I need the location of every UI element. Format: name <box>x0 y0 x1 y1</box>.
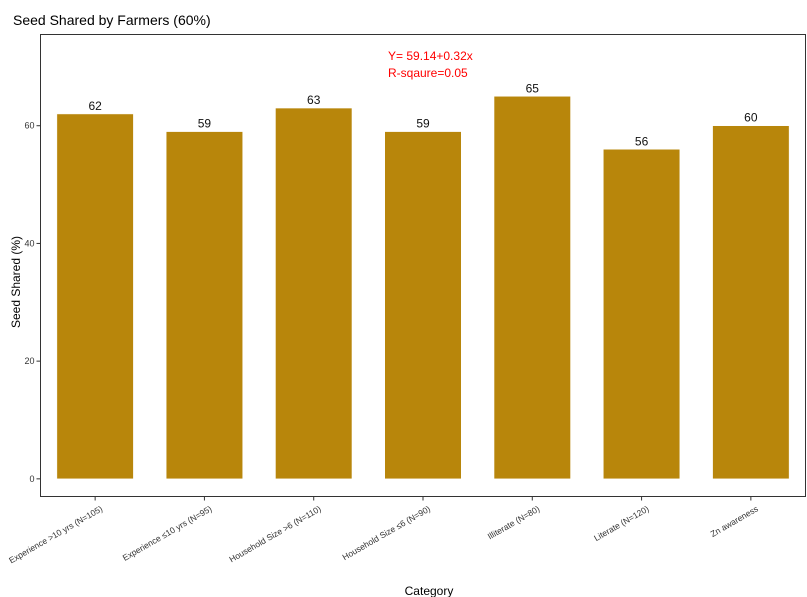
bar <box>56 113 134 480</box>
bar-value-label: 63 <box>307 93 321 107</box>
y-axis-title: Seed Shared (%) <box>9 236 23 328</box>
regression-equation-annotation: Y= 59.14+0.32x <box>388 49 473 63</box>
x-tick-label: Household Size ≤6 (N=90) <box>341 503 433 562</box>
x-tick-label: Illiterate (N=80) <box>486 503 542 541</box>
x-axis: Experience >10 yrs (N=105) Experience ≤10… <box>7 496 760 565</box>
y-tick-label: 20 <box>24 356 34 366</box>
x-tick-label: Household Size >6 (N=110) <box>227 503 322 564</box>
y-axis: 0 20 40 60 <box>24 121 41 484</box>
x-axis-title: Category <box>405 584 454 597</box>
x-tick-label: Zn awareness <box>709 504 760 539</box>
x-tick-label: Experience >10 yrs (N=105) <box>7 503 104 565</box>
bar-value-label: 59 <box>198 117 212 131</box>
bar <box>165 131 243 480</box>
bar-value-label: 56 <box>635 134 649 148</box>
y-tick-label: 60 <box>24 121 34 131</box>
bar <box>712 125 790 480</box>
data-labels-group: 62 59 63 59 65 56 60 <box>88 81 757 148</box>
bar <box>384 131 462 480</box>
chart-title: Seed Shared by Farmers (60%) <box>13 12 211 28</box>
bar-value-label: 65 <box>526 81 540 95</box>
bar-value-label: 59 <box>416 117 430 131</box>
bar-value-label: 62 <box>88 99 102 113</box>
y-tick-label: 0 <box>29 474 34 484</box>
bar <box>603 149 681 480</box>
bar <box>275 107 353 480</box>
r-squared-annotation: R-sqaure=0.05 <box>388 66 468 80</box>
bars-group <box>56 96 790 480</box>
y-tick-label: 40 <box>24 238 34 248</box>
x-tick-label: Experience ≤10 yrs (N=95) <box>121 503 214 562</box>
x-tick-label: Literate (N=120) <box>592 503 651 543</box>
bar-value-label: 60 <box>744 111 758 125</box>
bar <box>493 96 571 480</box>
